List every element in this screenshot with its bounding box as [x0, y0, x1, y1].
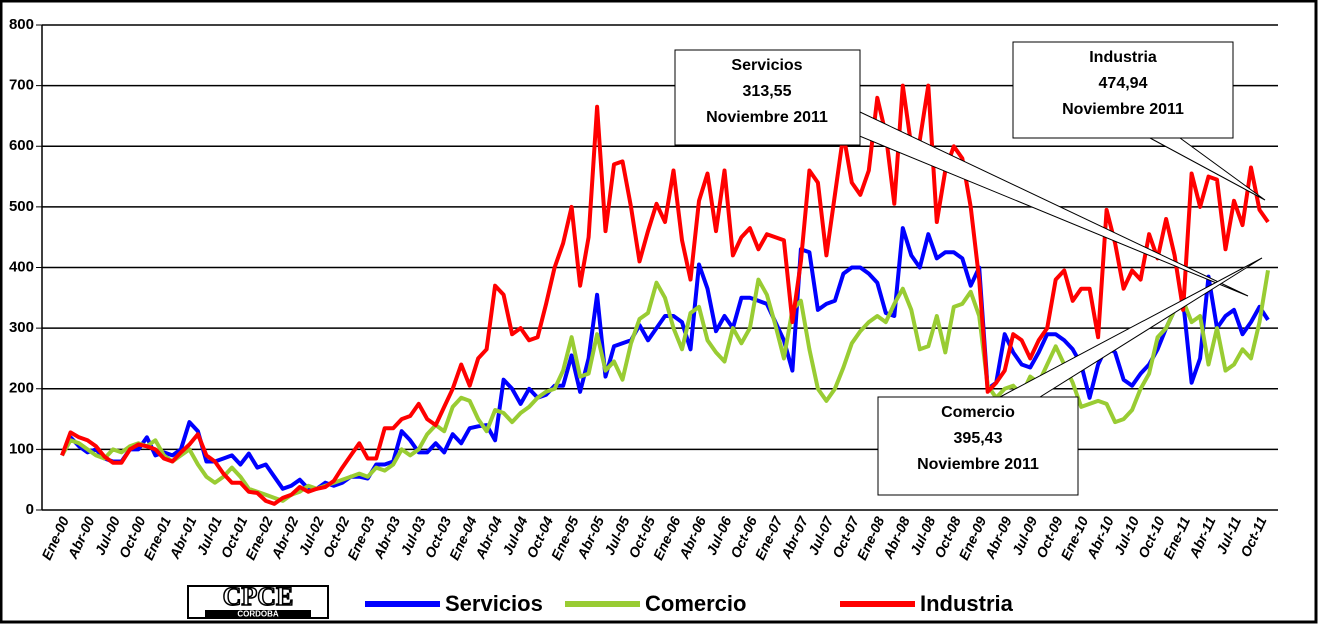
callout-text: Industria [1089, 49, 1157, 66]
y-tick-label: 700 [9, 77, 34, 94]
callout-text: Servicios [731, 57, 802, 74]
logo: CPCE CORDOBA [187, 581, 329, 619]
callout-box [674, 49, 861, 146]
callout-text: Noviembre 2011 [917, 456, 1039, 473]
y-tick-label: 400 [9, 258, 34, 275]
series-line [60, 226, 1270, 491]
callout-text: Noviembre 2011 [1062, 101, 1184, 118]
callout-text: 474,94 [1099, 75, 1148, 92]
y-tick-label: 300 [9, 319, 34, 336]
y-tick-label: 200 [9, 380, 34, 397]
callout-text: 313,55 [743, 83, 792, 100]
callouts: Servicios 313,55 Noviembre 2011 Industri… [674, 41, 1266, 496]
legend-label: Industria [920, 591, 1014, 616]
legend: Servicios Comercio Industria [365, 591, 1014, 616]
callout-box [877, 396, 1079, 496]
logo-band [205, 610, 311, 618]
y-tick-label: 500 [9, 198, 34, 215]
callout-text: Comercio [941, 404, 1015, 421]
legend-label: Comercio [645, 591, 746, 616]
callout-text: Noviembre 2011 [706, 109, 828, 126]
y-tick-label: 600 [9, 137, 34, 154]
callout-text: 395,43 [954, 430, 1003, 447]
callout-box [1012, 41, 1234, 139]
y-tick-label: 0 [26, 501, 34, 518]
logo-subtext: CORDOBA [237, 610, 279, 619]
y-tick-label: 800 [9, 16, 34, 33]
y-tick-label: 100 [9, 440, 34, 457]
series-line [60, 83, 1270, 506]
legend-label: Servicios [445, 591, 543, 616]
logo-text: CPCE [223, 582, 294, 611]
